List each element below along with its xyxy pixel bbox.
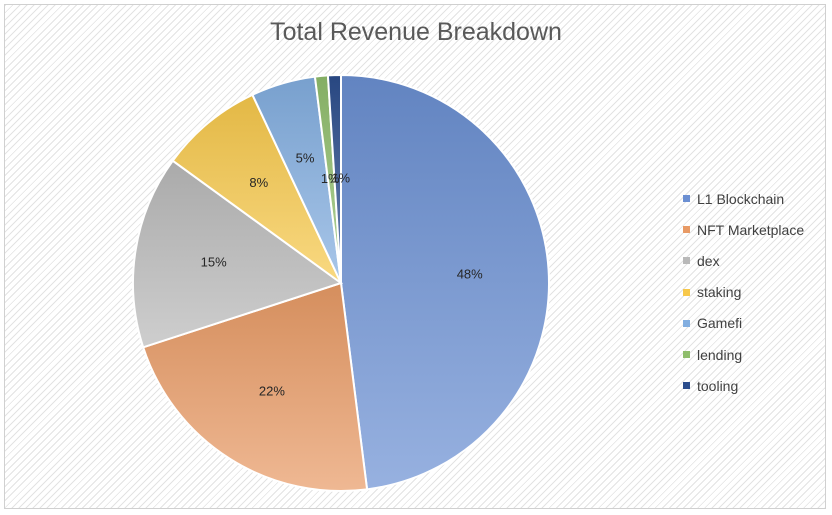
data-label-staking: 8%	[249, 175, 268, 190]
legend-label: NFT Marketplace	[697, 221, 805, 238]
legend-item-gamefi: Gamefi	[683, 308, 804, 339]
legend: L1 Blockchain NFT Marketplace dex staking Ga…	[683, 183, 804, 401]
legend-swatch	[683, 226, 690, 234]
pie-slice-l1-blockchain	[340, 73, 550, 491]
legend-item-l1-blockchain: L1 Blockchain	[683, 183, 804, 214]
legend-swatch	[683, 382, 690, 390]
legend-label: Gamefi	[697, 315, 743, 332]
pie-slice-staking	[171, 93, 342, 284]
legend-swatch	[683, 195, 690, 203]
legend-label: lending	[697, 346, 743, 363]
chart-title: Total Revenue Breakdown	[270, 18, 562, 46]
data-label-lending: 1%	[321, 171, 340, 186]
legend-swatch	[683, 351, 690, 359]
data-label-gamefi: 5%	[296, 151, 315, 166]
legend-label: staking	[697, 284, 742, 301]
legend-label: dex	[697, 252, 720, 269]
pie-slice-nft-marketplace	[141, 281, 369, 492]
pie-slice-dex	[132, 159, 344, 349]
legend-item-dex: dex	[683, 245, 804, 276]
pie-slice-tooling	[326, 73, 342, 284]
legend-item-nft-marketplace: NFT Marketplace	[683, 214, 804, 245]
legend-swatch	[683, 319, 690, 327]
data-label-nft-marketplace: 22%	[259, 383, 285, 398]
legend-label: tooling	[697, 377, 739, 394]
data-label-dex: 15%	[201, 254, 227, 269]
legend-item-staking: staking	[683, 277, 804, 308]
legend-label: L1 Blockchain	[697, 190, 785, 207]
legend-item-tooling: tooling	[683, 370, 804, 401]
data-label-tooling: 1%	[331, 170, 350, 185]
legend-swatch	[683, 288, 690, 296]
legend-swatch	[683, 257, 690, 265]
data-label-l1-blockchain: 48%	[457, 266, 483, 281]
legend-item-lending: lending	[683, 339, 804, 370]
